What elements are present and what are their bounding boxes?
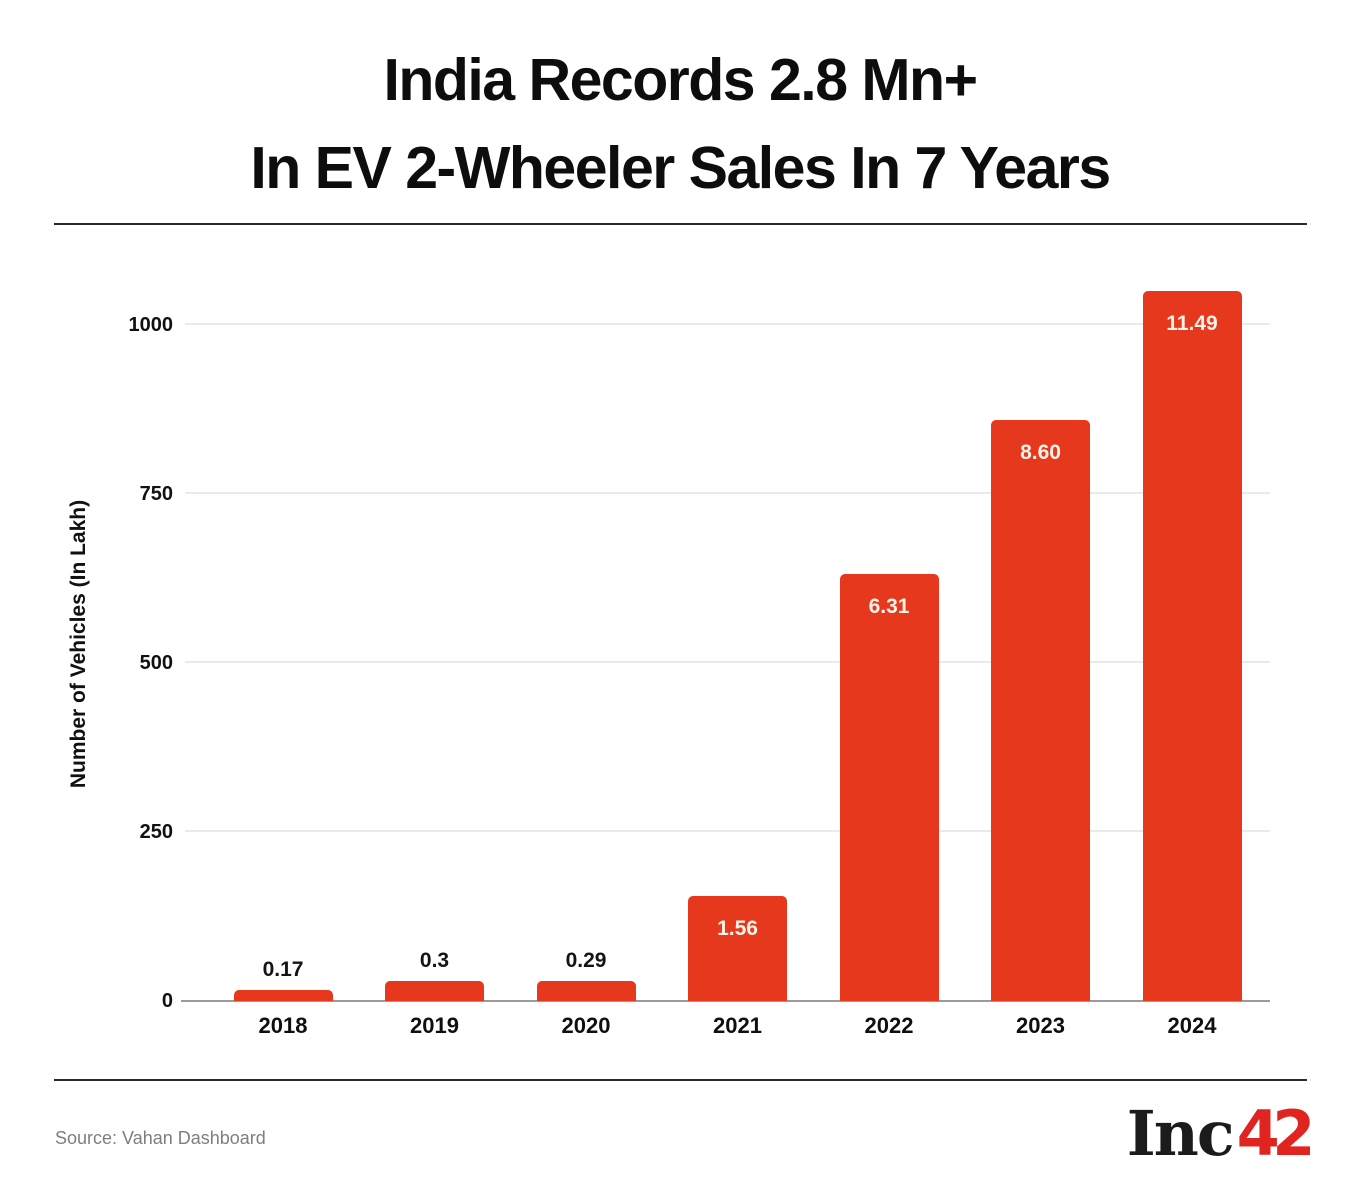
x-label-2021: 2021 — [713, 1013, 762, 1038]
x-label-2024: 2024 — [1167, 1013, 1217, 1038]
gridline-750 — [185, 491, 1270, 494]
bar-value-2019: 0.3 — [419, 948, 450, 972]
bar-2022 — [839, 574, 939, 1001]
plot-area: 0.17 0.3 0.29 1.56 6.31 8.60 11.49 — [181, 287, 1270, 1002]
bottom-divider — [54, 1079, 1307, 1081]
x-label-2018: 2018 — [258, 1013, 308, 1038]
x-label-2022: 2022 — [864, 1013, 914, 1038]
bar-2021 — [688, 895, 787, 1001]
bar-value-2023: 8.60 — [1020, 440, 1061, 464]
bar-2023 — [991, 419, 1090, 1001]
y-tick-0: 0 — [161, 990, 173, 1012]
y-axis-ticks: 0 250 500 750 1000 — [0, 287, 174, 1012]
x-axis-labels: 2018 2019 2020 2021 2022 2023 2024 — [185, 1001, 1270, 1045]
bar-2019 — [385, 980, 484, 1001]
bar-2024 — [1142, 291, 1242, 1001]
gridline-1000 — [185, 322, 1270, 325]
y-tick-250: 250 — [139, 820, 173, 843]
y-tick-750: 750 — [139, 482, 173, 505]
inc42-logo: Inc42 — [1127, 1102, 1316, 1167]
bar-value-2022: 6.31 — [868, 595, 910, 619]
bar-value-2024: 11.49 — [1166, 312, 1218, 335]
x-label-2020: 2020 — [561, 1013, 611, 1038]
bar-value-2021: 1.56 — [717, 916, 758, 940]
gridline-250 — [185, 829, 1270, 832]
x-label-2019: 2019 — [410, 1013, 459, 1038]
logo-text-inc: Inc — [1126, 1097, 1235, 1170]
chart-title: India Records 2.8 Mn+ In EV 2-Wheeler Sa… — [0, 36, 1360, 212]
bar-value-2020: 0.29 — [565, 949, 607, 973]
chart-title-line1: India Records 2.8 Mn+ — [383, 47, 978, 113]
chart-title-line2: In EV 2-Wheeler Sales In 7 Years — [250, 135, 1111, 201]
y-tick-1000: 1000 — [128, 313, 174, 336]
y-tick-500: 500 — [139, 651, 173, 674]
x-label-2023: 2023 — [1016, 1013, 1065, 1038]
bar-value-2018: 0.17 — [262, 957, 304, 981]
source-note: Source: Vahan Dashboard — [55, 1128, 266, 1148]
logo-text-42: 42 — [1236, 1097, 1316, 1170]
gridline-500 — [185, 660, 1270, 663]
bar-2018 — [233, 989, 333, 1001]
top-divider — [54, 223, 1307, 225]
x-axis-line — [181, 1000, 1270, 1002]
bar-2020 — [536, 981, 636, 1001]
